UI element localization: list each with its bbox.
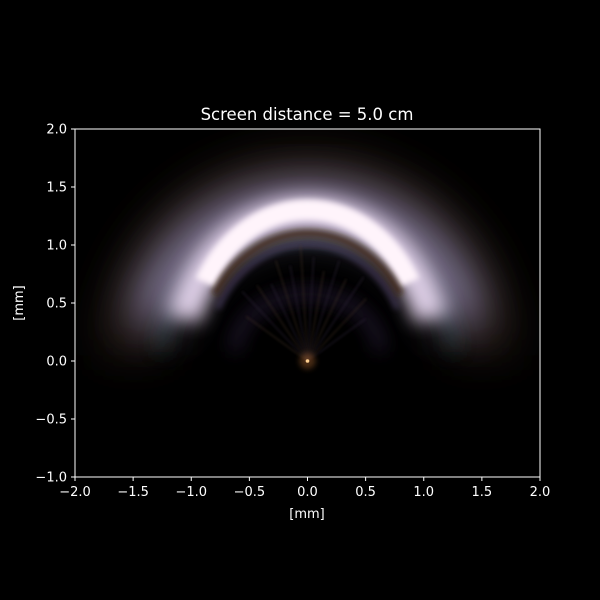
y-tick-label: −1.0: [35, 471, 67, 486]
converging-line: [306, 278, 347, 362]
y-tick-label: −0.5: [35, 413, 67, 428]
y-tick-label: 2.0: [46, 123, 67, 138]
converging-line: [256, 285, 308, 362]
x-tick-label: 0.0: [297, 485, 318, 500]
y-tick-label: 0.5: [46, 297, 67, 312]
x-tick-label: 0.5: [355, 485, 376, 500]
converging-line: [307, 276, 365, 362]
converging-line: [306, 260, 340, 362]
converging-line: [307, 298, 367, 362]
inner-faint-ring: [229, 288, 386, 352]
x-tick-label: −2.0: [59, 485, 91, 500]
converging-line: [306, 271, 325, 362]
y-tick-label: 1.5: [46, 181, 67, 196]
y-axis-label: [mm]: [12, 285, 27, 320]
x-tick-label: 1.5: [472, 485, 493, 500]
y-tick-label: 0.0: [46, 355, 67, 370]
y-axis-ticks: −1.0 −0.5 0.0 0.5 1.0 1.5 2.0: [35, 123, 75, 486]
arc-inner-fringe: [215, 242, 400, 310]
x-tick-label: 1.0: [413, 485, 434, 500]
y-tick-label: 1.0: [46, 239, 67, 254]
arc-core: [195, 199, 420, 287]
converging-line: [307, 318, 366, 362]
converging-line: [300, 245, 309, 362]
converging-line: [245, 315, 308, 362]
converging-line: [241, 291, 308, 362]
x-tick-label: 2.0: [530, 485, 551, 500]
converging-line: [270, 283, 309, 362]
chart-title: Screen distance = 5.0 cm: [201, 105, 414, 124]
converging-line: [275, 260, 309, 362]
x-axis-label: [mm]: [289, 507, 324, 522]
x-axis-ticks: −2.0 −1.5 −1.0 −0.5 0.0 0.5 1.0 1.5 2.0: [59, 477, 550, 500]
x-tick-label: −1.5: [117, 485, 149, 500]
x-tick-label: −1.0: [175, 485, 207, 500]
converging-line: [306, 256, 315, 362]
point-source: [305, 359, 310, 363]
arc-inner-edge: [211, 229, 404, 297]
intensity-image: [75, 129, 540, 477]
converging-line: [289, 265, 309, 362]
x-tick-label: −0.5: [234, 485, 266, 500]
